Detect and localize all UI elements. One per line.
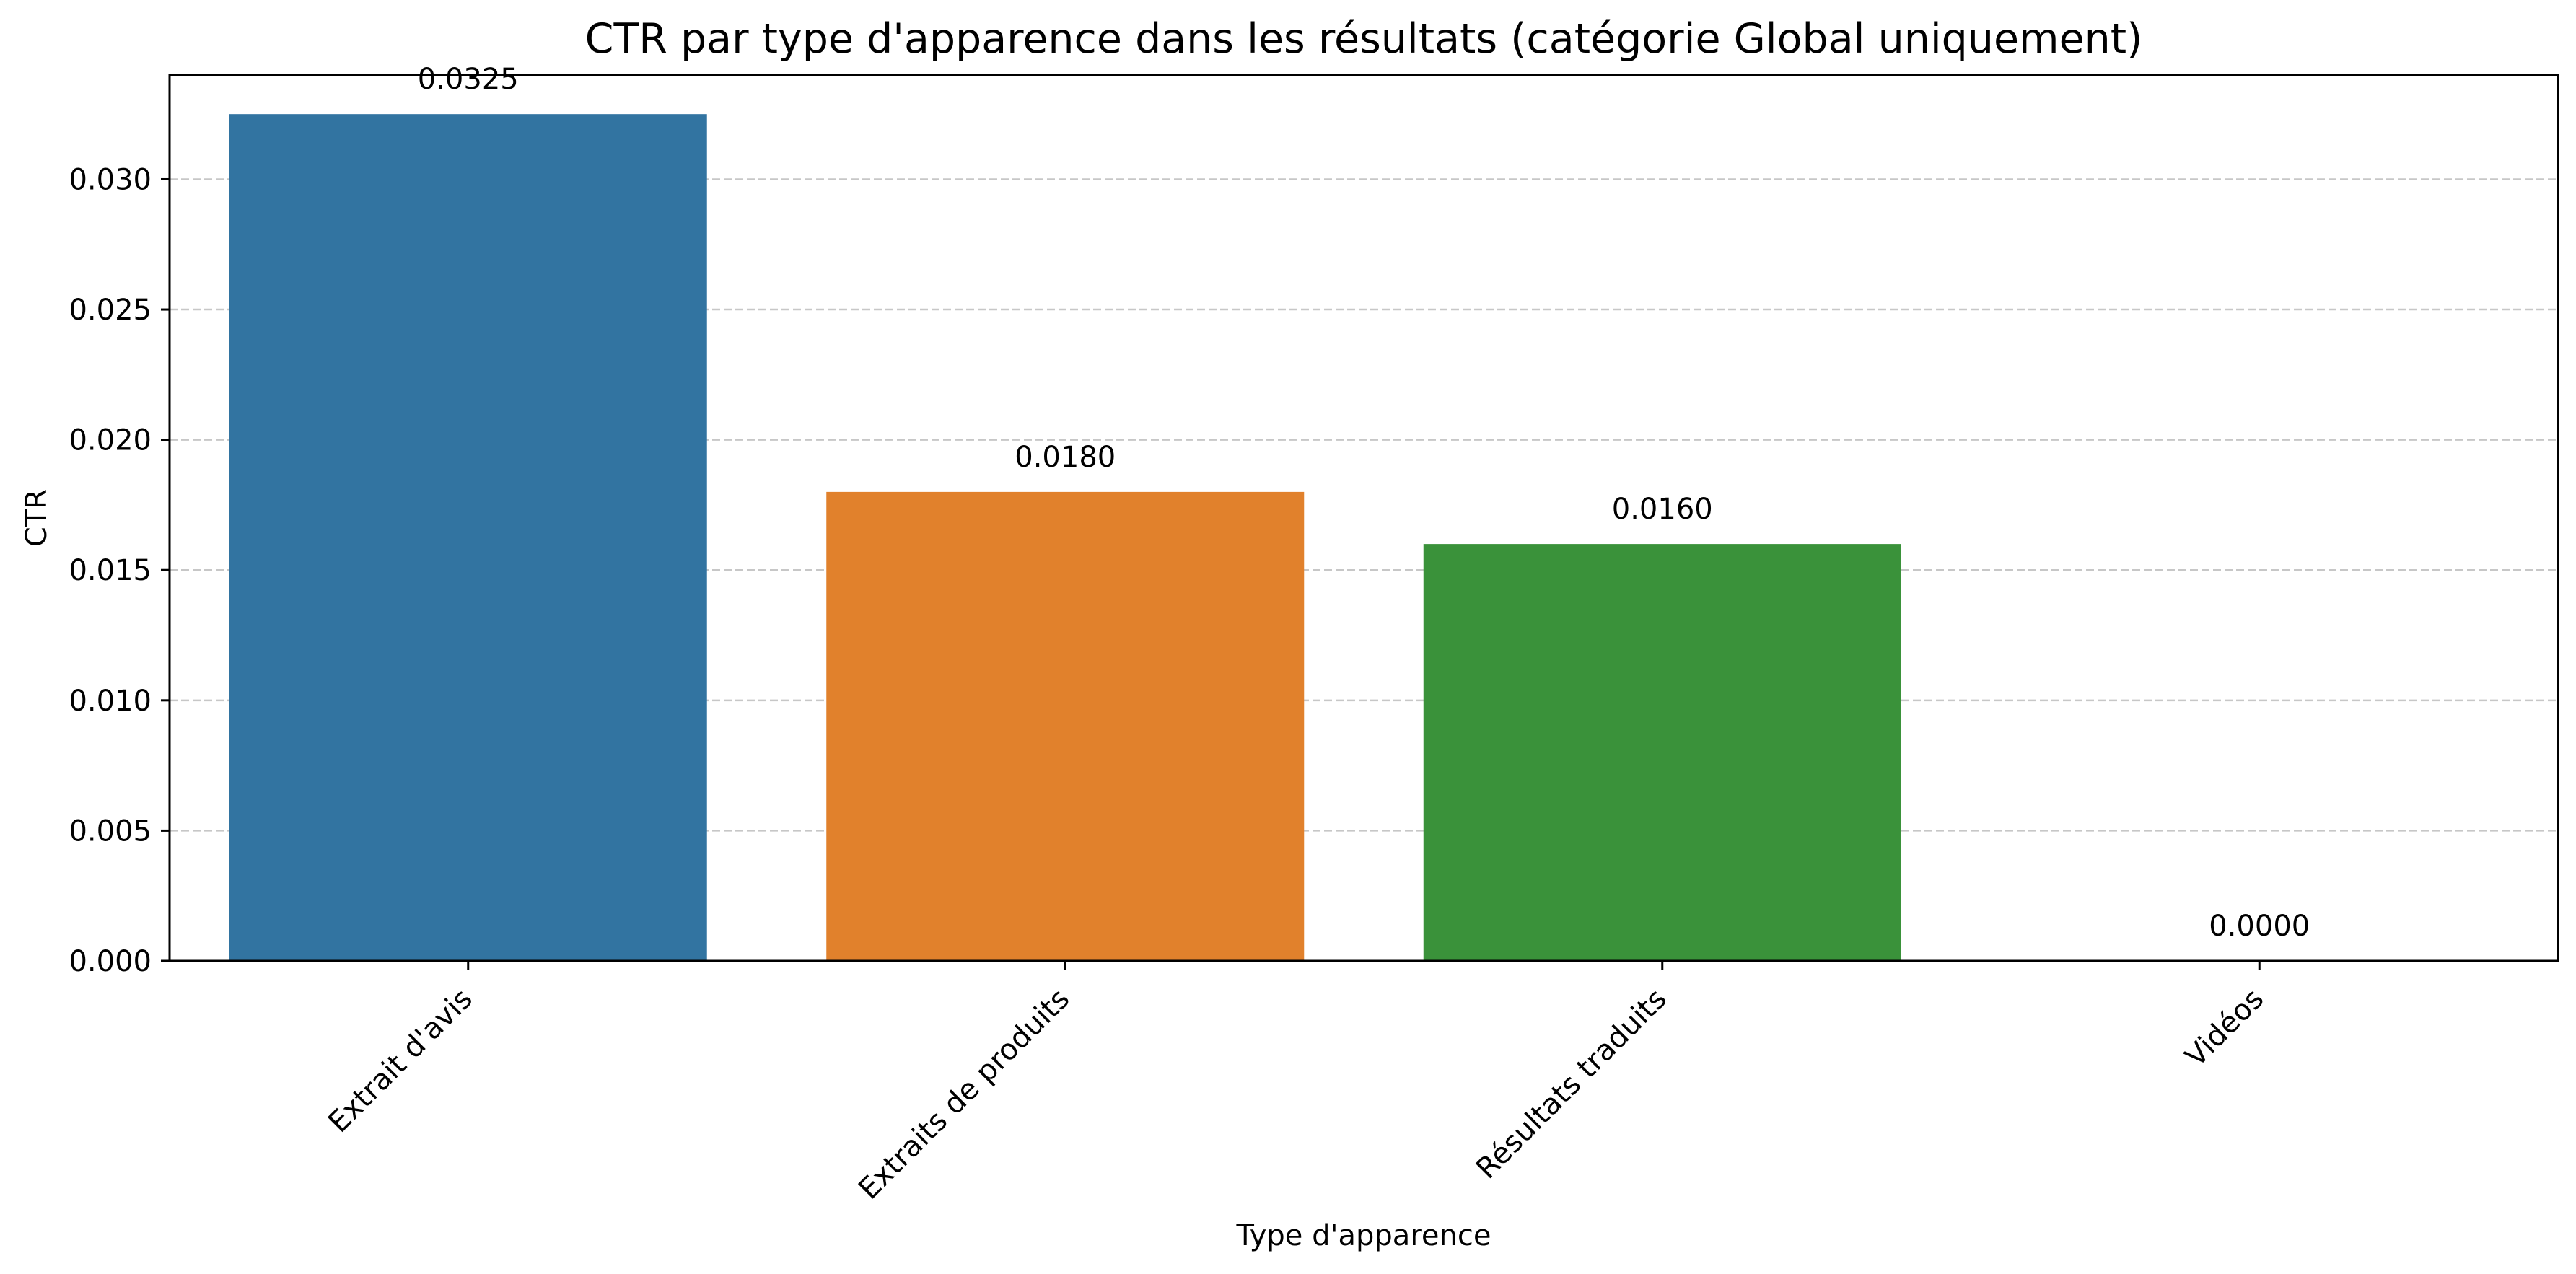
bar [826,491,1305,961]
bar-value-label: 0.0180 [1015,441,1116,474]
x-tick-label: Extraits de produits [852,983,1076,1206]
bar [229,114,707,961]
value-labels: 0.0325 0.0180 0.0160 0.0000 [418,63,2310,943]
x-axis: Extrait d'avis Extraits de produits Résult… [322,961,2270,1206]
bar-value-label: 0.0160 [1612,493,1713,526]
y-tick-label: 0.020 [69,424,152,457]
x-axis-label: Type d'apparence [1236,1219,1491,1252]
y-tick-label: 0.005 [69,814,152,848]
plot-frame [168,74,2559,962]
y-tick-label: 0.015 [69,554,152,587]
chart-title: CTR par type d'apparence dans les résult… [585,15,2143,63]
y-tick-label: 0.010 [69,685,152,718]
y-axis: 0.000 0.005 0.010 0.015 0.020 0.025 0.030 [69,163,170,978]
y-tick-label: 0.000 [69,945,152,978]
bars [229,114,1901,961]
x-tick-label: Extrait d'avis [322,983,479,1140]
bar [1423,544,1901,961]
x-tick-label: Vidéos [2179,983,2271,1074]
bar-value-label: 0.0325 [418,63,519,96]
y-tick-label: 0.030 [69,163,152,196]
x-tick-label: Résultats traduits [1470,983,1673,1186]
y-axis-label: CTR [20,489,53,547]
bar-value-label: 0.0000 [2209,910,2310,943]
y-tick-label: 0.025 [69,294,152,327]
